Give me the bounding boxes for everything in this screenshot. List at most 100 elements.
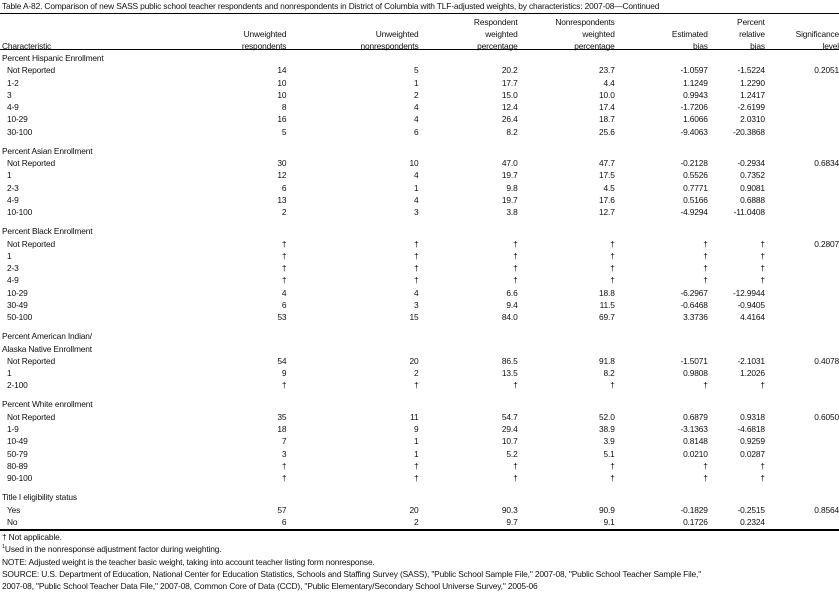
table-cell: 1.1249 [683, 77, 708, 88]
row-label: 50-100 [7, 312, 33, 323]
table-cell: 0.2807 [814, 238, 839, 249]
spacer [0, 138, 839, 145]
column-header-line: level [822, 41, 839, 51]
table-cell: 19.7 [501, 194, 518, 205]
table-cell: 5.1 [603, 448, 615, 459]
row-label: 30-100 [7, 126, 33, 137]
table-cell: 30 [277, 158, 287, 169]
row-label: 10-29 [7, 114, 28, 125]
table-cell: 4 [413, 102, 419, 113]
row-label: 10-49 [7, 436, 28, 447]
table-row: Not Reported 30 10 47.0 47.7 -0.2128 -0.2934 0.… [0, 157, 839, 169]
table-cell: 53 [277, 312, 287, 323]
column-header-line [2, 28, 220, 40]
table-row: Not Reported 14 5 20.2 23.7 -1.0597 -1.5224 0.2… [0, 64, 839, 76]
row-label: 50-79 [7, 448, 28, 459]
table-cell: 9.8 [506, 182, 518, 193]
table-cell: 8.2 [603, 368, 615, 379]
group-heading: Percent Black Enrollment [2, 226, 93, 237]
table-cell: † [703, 473, 708, 484]
table-cell: † [760, 460, 765, 471]
table-cell: 6.6 [506, 287, 518, 298]
table-row: Yes 57 20 90.3 90.9 -0.1829 -0.2515 0.8564 [0, 504, 839, 516]
group-heading-row: Alaska Native Enrollment [0, 343, 839, 355]
table-cell: 1 [413, 182, 419, 193]
column-header: Estimated bias [615, 16, 708, 52]
table-cell: -1.7206 [680, 102, 708, 113]
table-row: No 6 2 9.7 9.1 0.1726 0.2324 [0, 516, 839, 528]
row-label: Not Reported [7, 355, 56, 366]
row-label: 4-9 [7, 194, 19, 205]
table-cell: 20 [409, 355, 419, 366]
column-header: Nonrespondents weighted percentage [518, 16, 615, 52]
table-cell: 1 [413, 436, 419, 447]
table-cell: † [703, 250, 708, 261]
table-cell: 26.4 [501, 114, 518, 125]
table-cell: † [281, 250, 287, 261]
table-cell: † [703, 263, 708, 274]
row-label: 30-49 [7, 300, 28, 311]
table-cell: 54 [277, 355, 287, 366]
table-cell [765, 77, 839, 89]
table-cell: † [281, 275, 287, 286]
table-cell: 10 [277, 89, 287, 100]
table-cell: † [513, 380, 518, 391]
column-header-line: Percent [737, 17, 765, 27]
spacer-row [0, 485, 839, 492]
table-cell: 12.4 [501, 102, 518, 113]
table-cell: 47.0 [501, 158, 518, 169]
table-cell: 1 [413, 77, 419, 88]
column-header-line: percentage [477, 41, 518, 51]
row-label: 2-100 [7, 380, 28, 391]
table-row: 2-3 6 1 9.8 4.5 0.7771 0.9081 [0, 182, 839, 194]
table-cell [765, 250, 839, 262]
table-cell: 7 [281, 436, 287, 447]
group-heading-row: Percent Hispanic Enrollment [0, 52, 839, 64]
column-header-line: respondents [241, 41, 287, 51]
table-cell: 69.7 [599, 312, 615, 323]
table-cell: 18.7 [599, 114, 615, 125]
table-cell: 4 [281, 287, 287, 298]
table-cell: -0.2934 [737, 158, 766, 169]
table-cell: 15 [409, 312, 419, 323]
table-cell: 5 [281, 126, 287, 137]
table-cell: 3.3736 [683, 312, 708, 323]
table-cell [765, 435, 839, 447]
table-cell: 10 [409, 158, 419, 169]
top-rule [0, 13, 839, 14]
table-cell: 17.4 [599, 102, 615, 113]
spacer-row [0, 219, 839, 226]
table-cell: 2 [281, 207, 287, 218]
table-cell: 4 [413, 194, 419, 205]
bottom-rule [0, 529, 839, 531]
table-cell: 8 [281, 102, 287, 113]
dagger-note: † Not applicable. [2, 532, 62, 542]
table-cell: † [760, 263, 765, 274]
table-cell: 9 [413, 424, 419, 435]
row-label: 1 [7, 170, 12, 181]
footnote-1: 1Used in the nonresponse adjustment fact… [2, 543, 701, 555]
table-cell: 4.5 [603, 182, 615, 193]
row-label: 4-9 [7, 275, 19, 286]
table-cell: 0.8148 [683, 436, 708, 447]
table-cell: † [513, 275, 518, 286]
table-row: 90-100 † † † † † † [0, 472, 839, 484]
table-cell: 91.8 [599, 355, 615, 366]
table-cell: -2.1031 [737, 355, 766, 366]
table-cell: 20.2 [501, 65, 518, 76]
table-row: 30-49 6 3 9.4 11.5 -0.6468 -0.9405 [0, 299, 839, 311]
table-cell: 10.7 [501, 436, 518, 447]
column-header-line: weighted [582, 29, 615, 39]
table-cell [765, 182, 839, 194]
table-cell: 4 [413, 170, 419, 181]
table-cell: 2 [413, 89, 419, 100]
table-cell: 0.8564 [814, 504, 839, 515]
header-rule [0, 49, 839, 50]
header-row: Characteristic Unweighted respondents Unwei… [0, 16, 839, 52]
table-cell: 11 [410, 411, 419, 422]
table-cell: † [281, 473, 287, 484]
source-line-1: SOURCE: U.S. Department of Education, Na… [2, 568, 702, 579]
table-cell: † [413, 250, 419, 261]
table-cell: 0.0287 [740, 448, 765, 459]
table-cell: 86.5 [501, 355, 518, 366]
